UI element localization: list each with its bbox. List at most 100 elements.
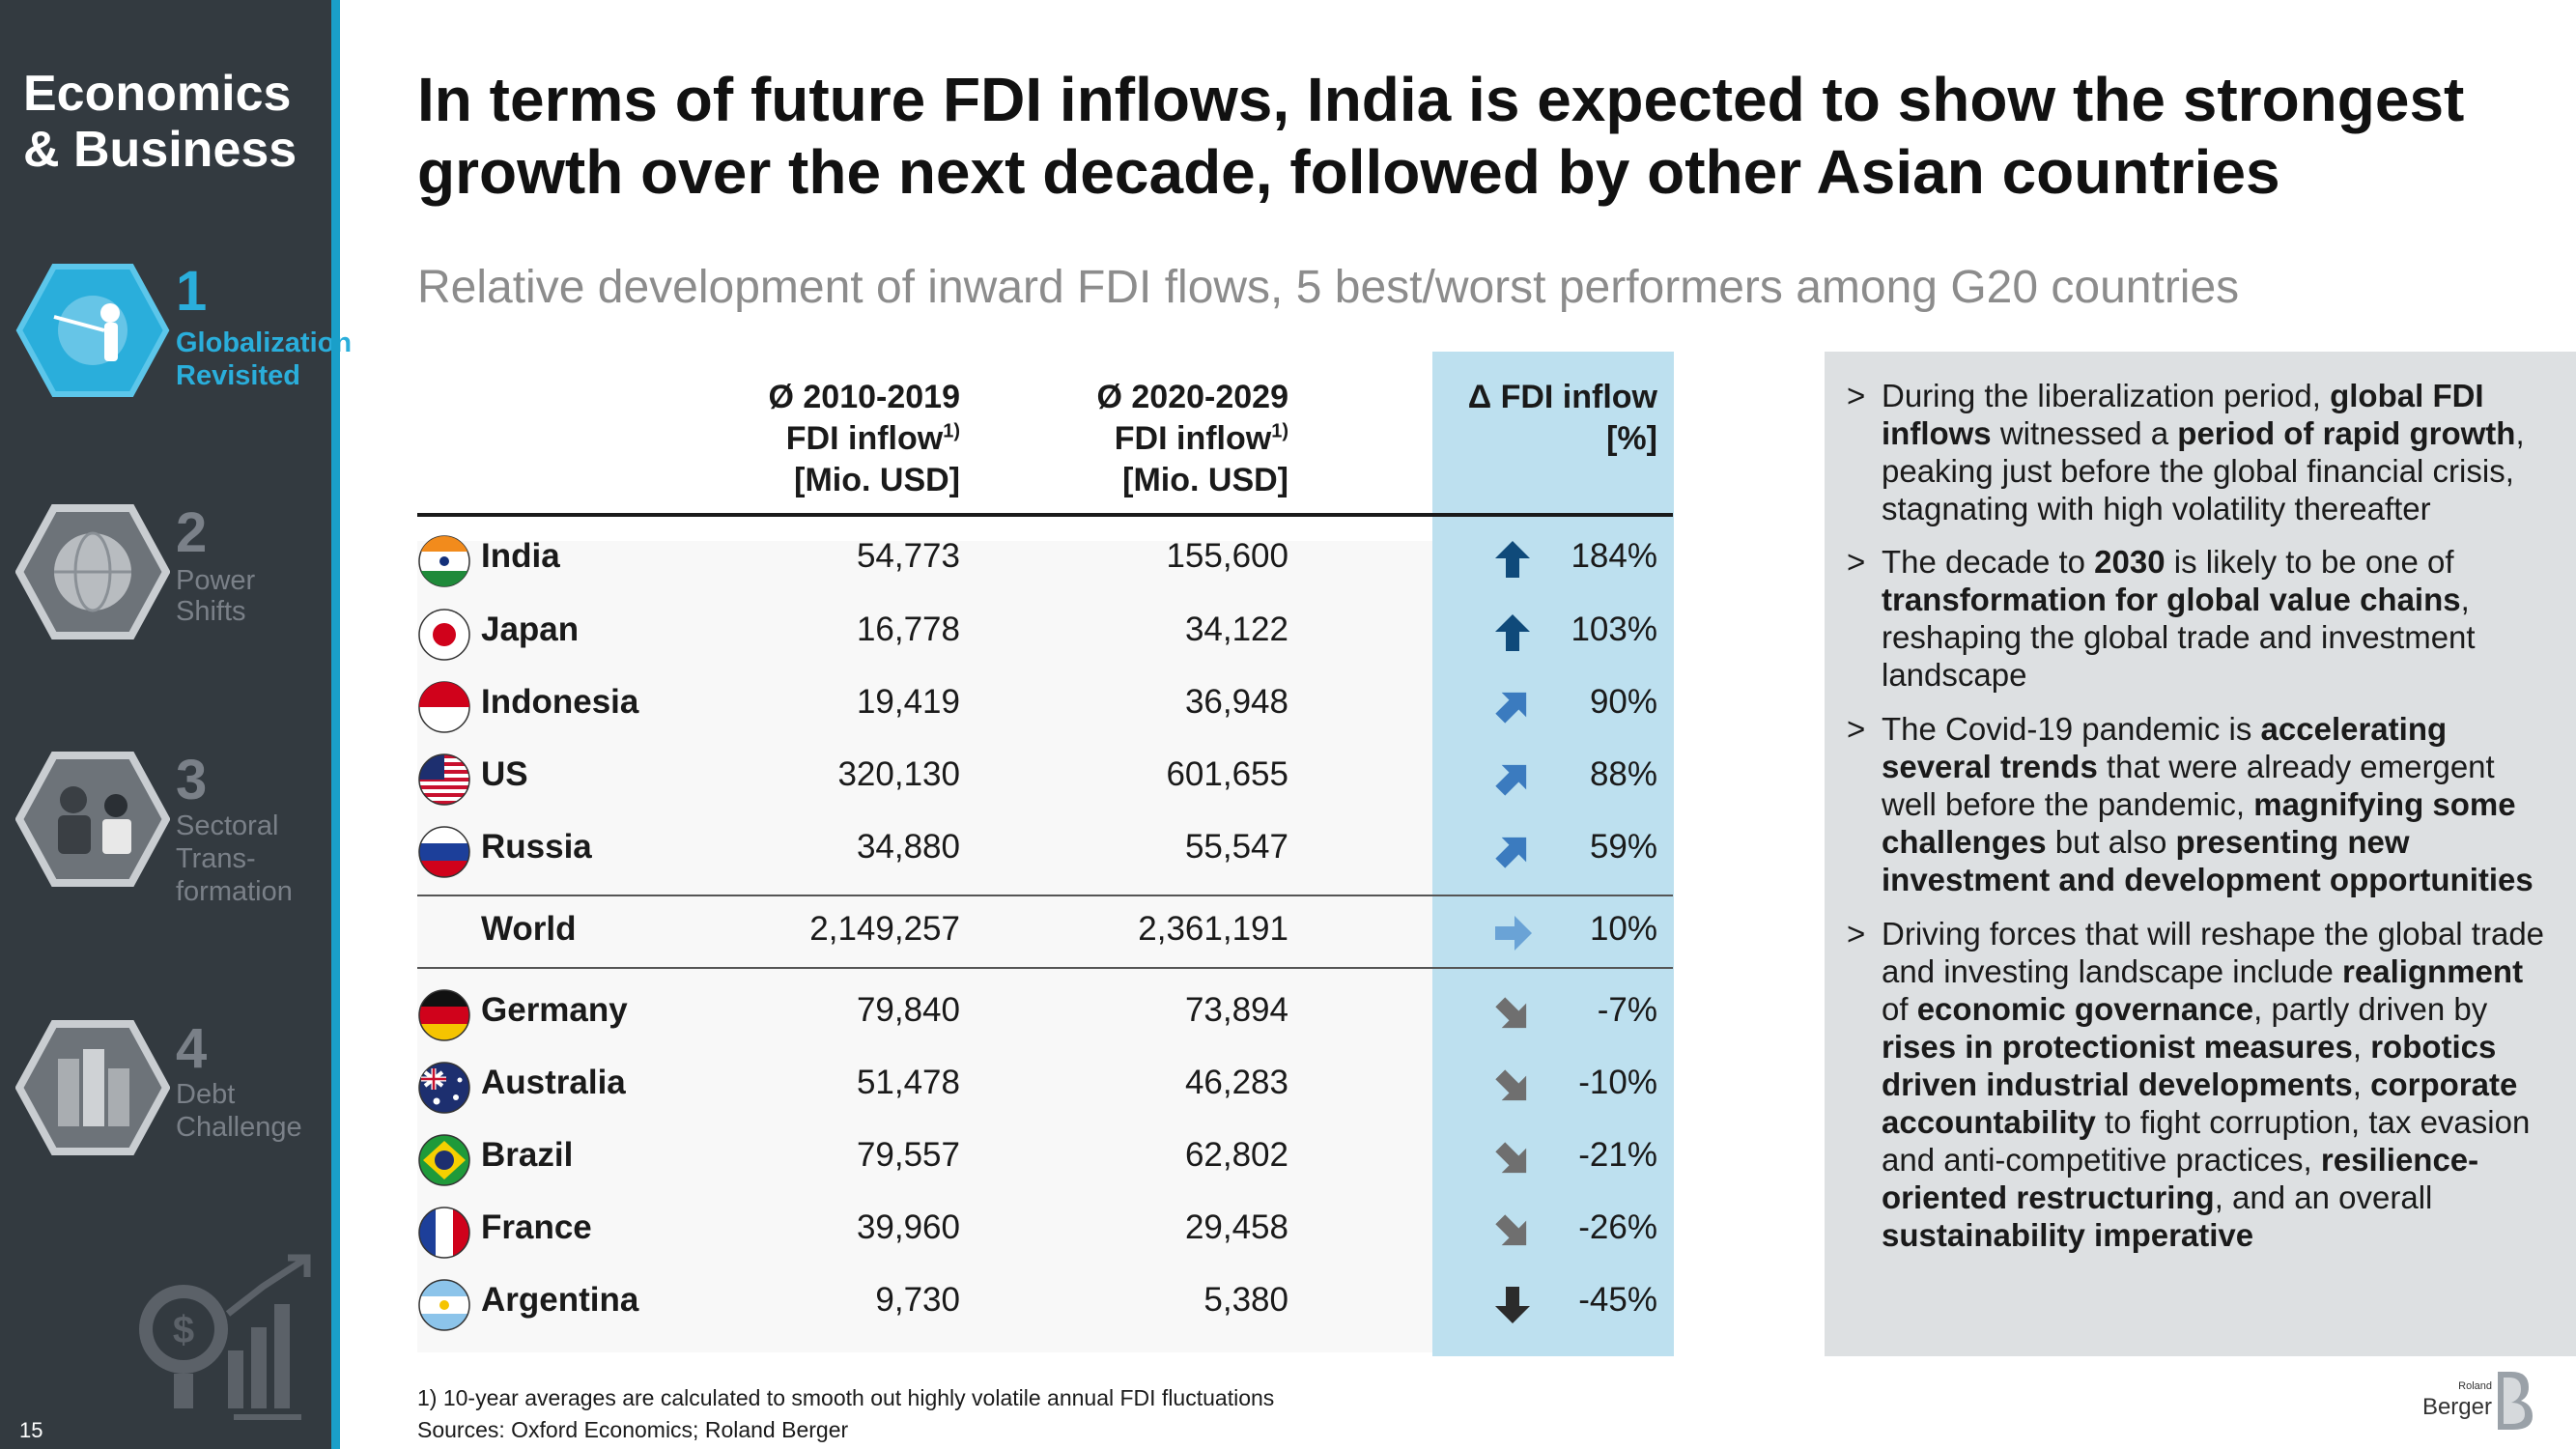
source-note: Sources: Oxford Economics; Roland Berger: [417, 1417, 849, 1442]
sidebar: Economics & Business 1 Globalization Rev…: [0, 0, 352, 1449]
globe-thumbnail-icon: [15, 504, 170, 639]
sidebar-item-number: 2: [176, 501, 208, 564]
footnote-marker: 1): [943, 420, 960, 442]
column-header-line: Ø 2020-2029: [1096, 379, 1289, 415]
fdi-2010-2019-value: 2,149,257: [809, 910, 960, 948]
bullet-marker: >: [1847, 544, 1866, 580]
fdi-2020-2029-value: 155,600: [1166, 537, 1288, 575]
sidebar-item-number: 1: [176, 260, 208, 323]
country-name: World: [481, 910, 577, 948]
bullet-emphasis: 2030: [2094, 544, 2166, 580]
page-title-line-2: growth over the next decade, followed by…: [417, 137, 2280, 207]
flag-france-icon: [418, 1207, 470, 1259]
sidebar-item-label: Revisited: [176, 360, 300, 391]
delta-percent-value: 103%: [1571, 611, 1657, 648]
bullet-emphasis: realignment: [2342, 953, 2524, 989]
bullet-emphasis: transformation for global value chains: [1882, 582, 2461, 617]
flag-india-icon: [418, 535, 470, 587]
bullet-segment: witnessed a: [1991, 415, 2178, 451]
bullet-emphasis: magnifying some challenges: [1882, 786, 2516, 860]
bullet-segment: of: [1882, 991, 1917, 1027]
finance-growth-icon: $: [139, 1254, 311, 1420]
bullet-segment: Driving forces that will reshape the glo…: [1882, 916, 2545, 989]
flag-brazil-icon: [418, 1134, 470, 1186]
country-name: Japan: [481, 611, 580, 648]
delta-percent-value: 10%: [1589, 910, 1657, 948]
workers-thumbnail-icon: [15, 752, 170, 887]
fdi-2010-2019-value: 51,478: [856, 1064, 960, 1101]
page-number: 15: [19, 1418, 43, 1442]
fdi-2010-2019-value: 39,960: [856, 1208, 960, 1246]
sidebar-item-label: Power: [176, 565, 256, 596]
bullet-emphasis: accelerating several trends: [1882, 711, 2448, 784]
bullet-emphasis: robotics driven industrial developments: [1882, 1029, 2497, 1102]
fdi-2020-2029-value: 62,802: [1184, 1136, 1288, 1174]
trend-arrow-down-right-icon: [1495, 1214, 1527, 1246]
chart-subtitle: Relative development of inward FDI flows…: [417, 262, 2240, 313]
sidebar-accent-bar: [331, 0, 340, 1449]
delta-column-highlight: [1432, 352, 1674, 1356]
country-name: Brazil: [481, 1136, 574, 1174]
flag-russia-icon: [418, 826, 470, 878]
bullet-segment: to fight corruption, tax evasion and ant…: [1882, 1104, 2531, 1178]
delta-percent-value: -7%: [1597, 991, 1657, 1029]
trend-arrow-down-right-icon: [1495, 997, 1527, 1029]
bullet-emphasis: presenting new investment and developmen…: [1882, 824, 2534, 897]
bullet-segment: is likely to be one of: [2165, 544, 2454, 580]
fdi-2020-2029-value: 55,547: [1184, 828, 1288, 866]
fdi-2010-2019-value: 34,880: [856, 828, 960, 866]
country-name: Australia: [481, 1064, 626, 1101]
fdi-2020-2029-value: 73,894: [1184, 991, 1288, 1029]
delta-percent-value: 88%: [1589, 755, 1657, 793]
sidebar-item-label: Globalization: [176, 327, 353, 358]
country-name: Russia: [481, 828, 592, 866]
bullet-segment: , reshaping the global trade and investm…: [1882, 582, 2476, 693]
trend-arrow-down-right-icon: [1495, 1069, 1527, 1101]
footnote: 1) 10-year averages are calculated to sm…: [417, 1385, 1275, 1410]
table-row: US 320,130 601,655 88%: [417, 748, 1673, 806]
delta-percent-value: -26%: [1578, 1208, 1657, 1246]
country-name: India: [481, 537, 560, 575]
brand-title: Economics & Business: [23, 66, 297, 178]
bullet-emphasis: period of rapid growth: [2177, 415, 2516, 451]
column-header-line: [Mio. USD]: [1122, 462, 1288, 498]
trend-arrow-right-icon: [1495, 916, 1532, 951]
page-title: In terms of future FDI inflows, India is…: [417, 64, 2523, 209]
country-name: Germany: [481, 991, 628, 1029]
sidebar-item-number: 3: [176, 749, 208, 811]
sidebar-item-debt-challenge[interactable]: 4 Debt Challenge: [0, 1020, 331, 1175]
bullet-segment: During the liberalization period,: [1882, 378, 2331, 413]
bullet-segment: , and an overall: [2214, 1179, 2433, 1215]
table-row: World 2,149,257 2,361,191 10%: [417, 902, 1673, 960]
fdi-2010-2019-value: 19,419: [856, 683, 960, 721]
flag-australia-icon: [418, 1062, 470, 1114]
footnote-marker: 1): [1271, 420, 1288, 442]
sidebar-item-globalization[interactable]: 1 Globalization Revisited: [0, 260, 352, 417]
roland-berger-logo: Roland Berger: [2422, 1372, 2533, 1430]
fdi-2020-2029-value: 34,122: [1184, 611, 1288, 648]
table-row: Russia 34,880 55,547 59%: [417, 820, 1673, 878]
country-name: Argentina: [481, 1281, 639, 1319]
bullet-text: The Covid-19 pandemic is accelerating se…: [1882, 710, 2548, 898]
trend-arrow-up-right-icon: [1495, 764, 1527, 796]
fdi-2020-2029-value: 2,361,191: [1138, 910, 1288, 948]
table-row: Brazil 79,557 62,802 -21%: [417, 1128, 1673, 1186]
table-row: India 54,773 155,600 184%: [417, 529, 1673, 587]
column-header-line: Δ FDI inflow: [1467, 379, 1657, 415]
column-header-line: FDI inflow: [1114, 420, 1272, 457]
bullet-emphasis: corporate accountability: [1882, 1066, 2518, 1140]
bullet-text: During the liberalization period, global…: [1882, 377, 2548, 527]
trend-arrow-up-right-icon: [1495, 837, 1527, 868]
column-header-line: Ø 2010-2019: [768, 379, 961, 415]
sidebar-item-power-shifts[interactable]: 2 Power Shifts: [0, 504, 331, 659]
column-header-line: [Mio. USD]: [794, 462, 960, 498]
fdi-2020-2029-value: 46,283: [1184, 1064, 1288, 1101]
sidebar-item-sectoral-transformation[interactable]: 3 Sectoral Trans- formation: [0, 749, 331, 907]
trend-arrow-up-right-icon: [1495, 692, 1527, 724]
bullet-segment: , partly driven by: [2253, 991, 2488, 1027]
fdi-2010-2019-value: 79,840: [856, 991, 960, 1029]
table-row: Australia 51,478 46,283 -10%: [417, 1056, 1673, 1114]
column-header-line: FDI inflow: [785, 420, 944, 457]
fdi-2020-2029-value: 36,948: [1184, 683, 1288, 721]
bullet-emphasis: economic governance: [1916, 991, 2254, 1027]
